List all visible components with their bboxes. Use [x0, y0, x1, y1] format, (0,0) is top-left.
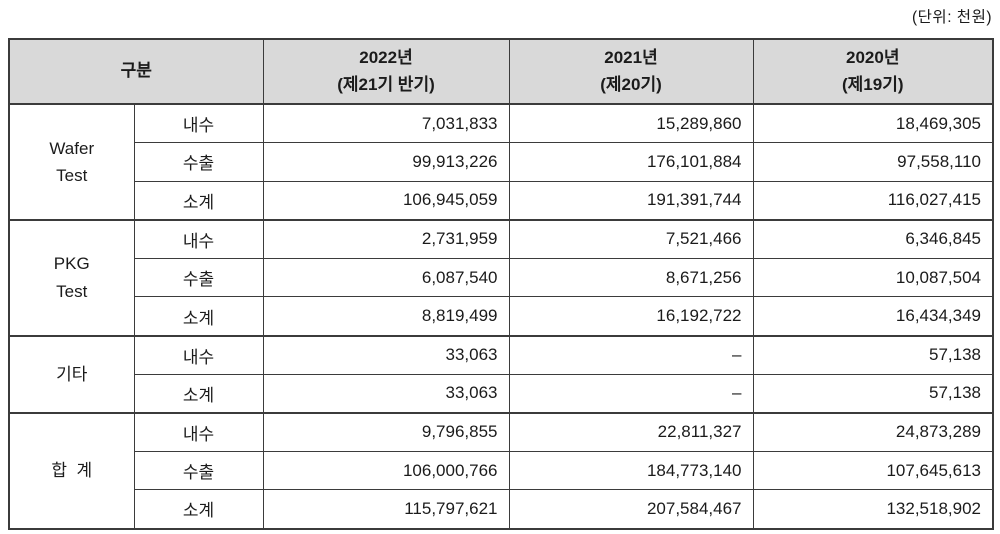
table-row: PKG Test 내수 2,731,959 7,521,466 6,346,84… — [8, 218, 994, 337]
row-type-label: 수출 — [133, 142, 264, 182]
value-cell: 16,434,349 — [752, 296, 994, 337]
table-row: 소계 115,797,621 207,584,467 132,518,902 — [9, 489, 994, 530]
row-type-label: 내수 — [133, 334, 264, 375]
header-year-2020-line1: 2020년 — [846, 48, 900, 68]
table-row: 소계 106,945,059 191,391,744 116,027,415 — [9, 180, 994, 221]
value-cell: 132,518,902 — [752, 489, 994, 530]
header-category: 구분 — [8, 38, 264, 105]
table-row: 수출 99,913,226 176,101,884 97,558,110 — [9, 142, 994, 182]
header-year-2021-line1: 2021년 — [604, 48, 658, 68]
value-cell: 9,796,855 — [262, 411, 510, 452]
value-cell: 184,773,140 — [508, 450, 754, 491]
value-cell: 116,027,415 — [752, 180, 994, 221]
header-year-2022-line2: (제21기 반기) — [337, 74, 435, 94]
row-type-label: 소계 — [133, 489, 264, 530]
table-row: 수출 6,087,540 8,671,256 10,087,504 — [9, 257, 994, 298]
value-cell: 106,945,059 — [262, 180, 510, 221]
row-type-label: 내수 — [133, 103, 264, 144]
row-type-label: 내수 — [133, 218, 264, 259]
value-cell: – — [508, 334, 754, 375]
header-year-2022: 2022년 (제21기 반기) — [262, 38, 510, 105]
table-row: 수출 106,000,766 184,773,140 107,645,613 — [9, 450, 994, 491]
value-cell: 6,087,540 — [262, 257, 510, 298]
table-row: Wafer Test 내수 7,031,833 15,289,860 18,46… — [8, 103, 994, 221]
header-year-2021: 2021년 (제20기) — [508, 38, 754, 105]
group-label-wafer-test: Wafer Test — [8, 103, 135, 221]
row-type-label: 수출 — [133, 257, 264, 298]
value-cell: 33,063 — [262, 334, 510, 375]
table-row: 합 계 내수 9,796,855 22,811,327 24,873,289 — [8, 411, 994, 530]
group-label-total: 합 계 — [8, 411, 135, 530]
value-cell: 7,031,833 — [262, 103, 510, 144]
row-type-label: 소계 — [133, 180, 264, 221]
value-cell: 57,138 — [752, 373, 994, 414]
table-row: 소계 8,819,499 16,192,722 16,434,349 — [9, 296, 994, 337]
value-cell: 18,469,305 — [752, 103, 994, 144]
header-row: 구분 2022년 (제21기 반기) 2021년 (제20기) 2020년 (제… — [8, 38, 994, 105]
value-cell: 8,671,256 — [508, 257, 754, 298]
value-cell: 207,584,467 — [508, 489, 754, 530]
value-cell: 99,913,226 — [262, 142, 510, 182]
unit-label: (단위: 천원) — [912, 9, 992, 26]
value-cell: – — [508, 373, 754, 414]
value-cell: 106,000,766 — [262, 450, 510, 491]
value-cell: 57,138 — [752, 334, 994, 375]
group-label-etc: 기타 — [8, 334, 135, 414]
value-cell: 2,731,959 — [262, 218, 510, 259]
row-type-label: 내수 — [133, 411, 264, 452]
value-cell: 7,521,466 — [508, 218, 754, 259]
header-year-2020: 2020년 (제19기) — [752, 38, 994, 105]
value-cell: 10,087,504 — [752, 257, 994, 298]
row-type-label: 소계 — [133, 373, 264, 414]
value-cell: 97,558,110 — [752, 142, 994, 182]
row-type-label: 소계 — [133, 296, 264, 337]
table-row: 기타 내수 33,063 – 57,138 — [8, 334, 994, 414]
value-cell: 115,797,621 — [262, 489, 510, 530]
header-year-2020-line2: (제19기) — [841, 74, 904, 94]
table-row: 소계 33,063 – 57,138 — [9, 373, 994, 414]
value-cell: 24,873,289 — [752, 411, 994, 452]
value-cell: 33,063 — [262, 373, 510, 414]
sales-breakdown-table: 구분 2022년 (제21기 반기) 2021년 (제20기) 2020년 (제… — [8, 38, 994, 530]
value-cell: 15,289,860 — [508, 103, 754, 144]
header-year-2021-line2: (제20기) — [600, 74, 662, 94]
group-label-pkg-test: PKG Test — [8, 218, 135, 337]
value-cell: 6,346,845 — [752, 218, 994, 259]
value-cell: 176,101,884 — [508, 142, 754, 182]
value-cell: 107,645,613 — [752, 450, 994, 491]
value-cell: 191,391,744 — [508, 180, 754, 221]
value-cell: 16,192,722 — [508, 296, 754, 337]
header-year-2022-line1: 2022년 — [359, 48, 413, 68]
row-type-label: 수출 — [133, 450, 264, 491]
value-cell: 22,811,327 — [508, 411, 754, 452]
value-cell: 8,819,499 — [262, 296, 510, 337]
